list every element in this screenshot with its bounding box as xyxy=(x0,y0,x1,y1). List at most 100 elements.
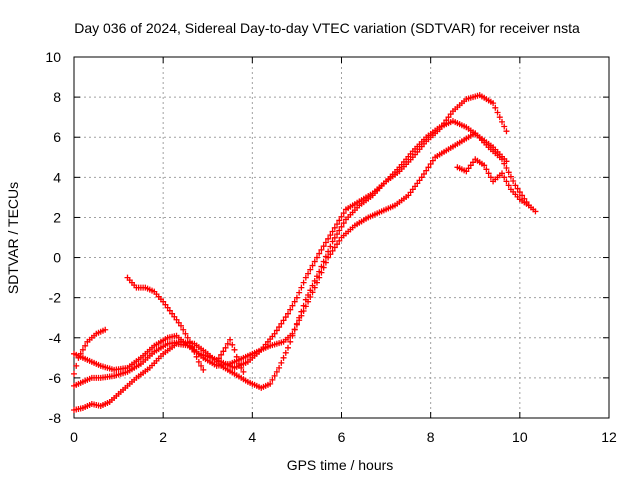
data-point xyxy=(487,174,494,181)
data-point xyxy=(490,100,497,107)
y-tick-label: 10 xyxy=(45,49,61,65)
data-point xyxy=(423,167,430,174)
data-point xyxy=(198,362,205,369)
data-point xyxy=(79,346,86,353)
data-point xyxy=(316,250,323,257)
y-tick-label: -6 xyxy=(49,370,62,386)
data-point xyxy=(327,243,334,250)
data-point xyxy=(102,326,109,333)
data-point xyxy=(160,298,167,305)
x-tick-label: 4 xyxy=(248,429,256,445)
data-point xyxy=(329,238,336,245)
data-point xyxy=(227,336,234,343)
data-point xyxy=(331,224,338,231)
data-point xyxy=(273,368,280,375)
data-point xyxy=(271,372,278,379)
x-tick-label: 8 xyxy=(427,429,435,445)
data-point xyxy=(289,330,296,337)
y-tick-label: -2 xyxy=(49,290,62,306)
data-series xyxy=(71,92,539,413)
data-point xyxy=(82,342,89,349)
data-point xyxy=(175,319,182,326)
data-point xyxy=(215,355,222,362)
data-point xyxy=(331,244,338,251)
data-point xyxy=(532,208,539,215)
data-point xyxy=(289,302,296,309)
data-point xyxy=(465,165,472,172)
y-tick-label: 6 xyxy=(53,129,61,145)
data-point xyxy=(336,237,343,244)
data-point xyxy=(200,366,207,373)
data-point xyxy=(429,157,436,164)
data-point xyxy=(505,182,512,189)
data-point xyxy=(291,298,298,305)
data-point xyxy=(162,301,169,308)
data-point xyxy=(300,279,307,286)
data-point xyxy=(173,316,180,323)
data-point xyxy=(311,258,318,265)
axis-ticks xyxy=(73,56,610,419)
data-point xyxy=(298,284,305,291)
data-point xyxy=(505,169,512,176)
y-tick-label: 8 xyxy=(53,89,61,105)
data-point xyxy=(320,264,327,271)
data-point xyxy=(331,234,338,241)
data-point xyxy=(169,310,176,317)
data-point xyxy=(302,303,309,310)
data-point xyxy=(503,128,510,135)
data-point xyxy=(499,156,505,163)
data-point xyxy=(407,189,414,196)
data-point xyxy=(285,310,291,317)
data-point xyxy=(334,221,341,228)
data-point xyxy=(302,274,309,281)
y-tick-label: 0 xyxy=(53,250,61,266)
y-axis-label: SDTVAR / TECUs xyxy=(5,182,21,294)
data-point xyxy=(178,322,184,329)
data-point xyxy=(75,354,82,361)
data-point xyxy=(231,346,238,353)
x-tick-label: 0 xyxy=(70,429,78,445)
data-point xyxy=(336,227,343,234)
data-point xyxy=(340,220,347,227)
data-point xyxy=(507,173,514,180)
data-point xyxy=(293,321,300,328)
data-point xyxy=(77,350,84,357)
data-point xyxy=(329,247,336,254)
data-point xyxy=(336,217,343,224)
data-point xyxy=(73,362,80,369)
data-point xyxy=(412,183,419,190)
series-track-3 xyxy=(71,130,532,413)
data-point xyxy=(309,289,316,296)
data-point xyxy=(499,170,505,177)
data-point xyxy=(485,170,492,177)
data-point xyxy=(238,364,245,371)
data-point xyxy=(298,312,305,319)
data-point xyxy=(271,330,278,337)
data-point xyxy=(334,241,341,248)
y-tick-labels: -8 -6 -4 -2 0 2 4 6 8 10 xyxy=(45,49,61,426)
data-point xyxy=(282,349,289,356)
data-point xyxy=(492,104,499,111)
series-track-7 xyxy=(454,156,539,215)
data-point xyxy=(427,160,434,167)
data-point xyxy=(416,177,423,184)
data-point xyxy=(311,284,318,291)
data-point xyxy=(338,213,345,220)
data-point xyxy=(273,327,280,334)
data-point xyxy=(512,182,519,189)
data-point xyxy=(494,109,501,116)
data-point xyxy=(164,304,171,311)
data-point xyxy=(213,358,220,365)
data-point xyxy=(296,289,303,296)
data-point xyxy=(463,168,470,175)
data-point xyxy=(503,178,510,185)
data-point xyxy=(503,164,510,171)
y-tick-label: 2 xyxy=(53,209,61,225)
data-point xyxy=(481,162,488,169)
data-point xyxy=(222,344,229,351)
data-point xyxy=(182,330,189,337)
data-point xyxy=(327,232,334,239)
data-point xyxy=(269,376,276,383)
x-tick-label: 2 xyxy=(159,429,167,445)
